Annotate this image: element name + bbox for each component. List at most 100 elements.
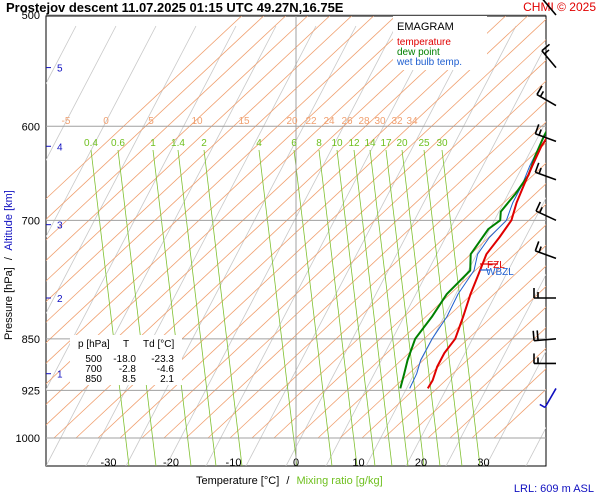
isotherm-line bbox=[185, 101, 546, 439]
table-row-700-td: -4.6 bbox=[157, 364, 175, 375]
isotherm-line bbox=[207, 121, 546, 439]
wind-barb-feather bbox=[539, 90, 545, 97]
y-tick-label: 700 bbox=[22, 215, 40, 227]
y-tick-label: 925 bbox=[22, 385, 40, 397]
wind-barbs bbox=[532, 0, 557, 409]
y-tick-label: 850 bbox=[22, 334, 40, 346]
x-tick-label: 0 bbox=[293, 457, 299, 469]
dry-adiabat-line bbox=[46, 25, 157, 238]
isotherm-line bbox=[163, 80, 546, 439]
lrl-text: LRL: 609 m ASL bbox=[514, 483, 594, 495]
isotherm-line bbox=[383, 286, 546, 439]
isotherm-line bbox=[339, 244, 546, 439]
isotherm-label: 28 bbox=[358, 116, 370, 127]
mixing-ratio-line bbox=[423, 149, 463, 466]
dry-adiabat-line bbox=[46, 25, 277, 466]
isotherm-line bbox=[46, 16, 264, 220]
isotherm-line bbox=[46, 16, 374, 323]
dry-adiabat-line bbox=[46, 25, 197, 314]
mixing-ratio-label: 1.4 bbox=[171, 138, 185, 149]
altitude-tick-label: 3 bbox=[57, 221, 63, 232]
mixing-ratio-label: 14 bbox=[364, 138, 376, 149]
wbzl-label: WBZL bbox=[486, 267, 514, 278]
wind-barb-feather bbox=[538, 129, 542, 136]
wind-barb-feather bbox=[534, 162, 540, 173]
dry-adiabat-line bbox=[325, 44, 546, 466]
isotherm-label: 32 bbox=[391, 116, 403, 127]
mixing-ratio-label: 20 bbox=[396, 138, 408, 149]
isotherm-line bbox=[46, 16, 286, 241]
altitude-tick-labels: 1 2 3 4 5 bbox=[46, 64, 63, 381]
y-tick-label: 1000 bbox=[16, 433, 40, 445]
mixing-ratio-line bbox=[152, 149, 192, 466]
wind-barb-feather bbox=[534, 124, 540, 135]
isotherm-line bbox=[251, 162, 546, 439]
wind-barb-feather bbox=[539, 403, 546, 409]
table-header-t: T bbox=[123, 339, 129, 350]
isotherm-line bbox=[317, 224, 546, 439]
wind-barb-feather bbox=[538, 206, 543, 214]
dry-adiabat-line bbox=[445, 273, 546, 466]
wind-barb bbox=[536, 85, 557, 107]
isotherm-label: -5 bbox=[62, 116, 71, 127]
dry-adiabat-line bbox=[125, 25, 357, 466]
x-tick-label: 30 bbox=[477, 457, 489, 469]
wind-barb bbox=[541, 43, 557, 69]
fzl-label: FZL bbox=[487, 260, 505, 271]
wind-barb-feather bbox=[538, 167, 542, 174]
mixing-ratio-label: 8 bbox=[316, 138, 322, 149]
profile-series bbox=[399, 129, 546, 389]
dew-point-line bbox=[399, 129, 546, 389]
wind-barb-shaft bbox=[536, 93, 557, 107]
mixing-ratio-labels: 0.4 0.6 1 1.4 2 4 6 8 10 12 14 17 20 25 30 bbox=[84, 138, 448, 149]
mixing-ratio-line bbox=[385, 149, 425, 466]
wind-barb-shaft bbox=[541, 50, 557, 69]
wind-barb bbox=[534, 124, 557, 143]
altitude-tick-label: 2 bbox=[57, 294, 63, 305]
y-axis-label2: Altitude [km] bbox=[3, 190, 15, 251]
y-tick-label: 500 bbox=[22, 10, 40, 22]
dry-adiabat-line bbox=[285, 25, 517, 466]
mixing-ratio-label: 25 bbox=[418, 138, 430, 149]
mixing-ratio-line bbox=[258, 149, 298, 466]
mixing-ratio-line bbox=[90, 149, 130, 466]
altitude-tick-label: 4 bbox=[57, 142, 63, 153]
dry-adiabat-line bbox=[46, 25, 237, 391]
mixing-ratio-label: 0.4 bbox=[84, 138, 98, 149]
dry-adiabats bbox=[46, 25, 546, 466]
y-axis-separator: / bbox=[3, 256, 15, 260]
table-header-p: p [hPa] bbox=[78, 339, 110, 350]
mixing-ratio-line bbox=[401, 149, 441, 466]
dry-adiabat-line bbox=[365, 120, 546, 466]
isotherm-label: 22 bbox=[305, 116, 317, 127]
wind-barb-feather bbox=[541, 43, 551, 52]
x-tick-label: 10 bbox=[352, 457, 364, 469]
isotherm-line bbox=[405, 306, 546, 439]
legend: EMAGRAM temperature dew point wet bulb t… bbox=[393, 16, 487, 70]
isotherm-line bbox=[46, 16, 440, 385]
wind-barb bbox=[532, 330, 557, 342]
table-box bbox=[70, 335, 182, 385]
wind-barb-feather bbox=[536, 85, 543, 95]
wind-barb bbox=[533, 287, 556, 299]
isotherm-label: 34 bbox=[406, 116, 418, 127]
dry-adiabat-line bbox=[485, 350, 546, 466]
y-tick-label: 600 bbox=[22, 121, 40, 133]
isotherm-labels: -5 0 5 10 15 20 22 24 26 28 30 32 34 bbox=[62, 116, 418, 127]
isotherm-label: 20 bbox=[286, 116, 298, 127]
mixing-ratio-label: 1 bbox=[150, 138, 156, 149]
wind-barb-feather bbox=[536, 330, 539, 341]
wet-bulb-line bbox=[409, 132, 546, 389]
isotherm-line bbox=[119, 39, 546, 439]
mixing-ratio-label: 17 bbox=[380, 138, 392, 149]
mixing-ratio-line bbox=[203, 149, 243, 466]
table-header-td: Td [°C] bbox=[143, 339, 174, 350]
mixing-ratio-label: 30 bbox=[436, 138, 448, 149]
table-row-700-p: 700 bbox=[85, 364, 102, 375]
dry-adiabat-line bbox=[46, 25, 117, 161]
isotherm-line bbox=[46, 16, 396, 344]
isotherm-label: 0 bbox=[103, 116, 109, 127]
wind-barb bbox=[534, 241, 557, 260]
isotherm-label: 5 bbox=[148, 116, 154, 127]
dry-adiabat-line bbox=[205, 25, 437, 466]
